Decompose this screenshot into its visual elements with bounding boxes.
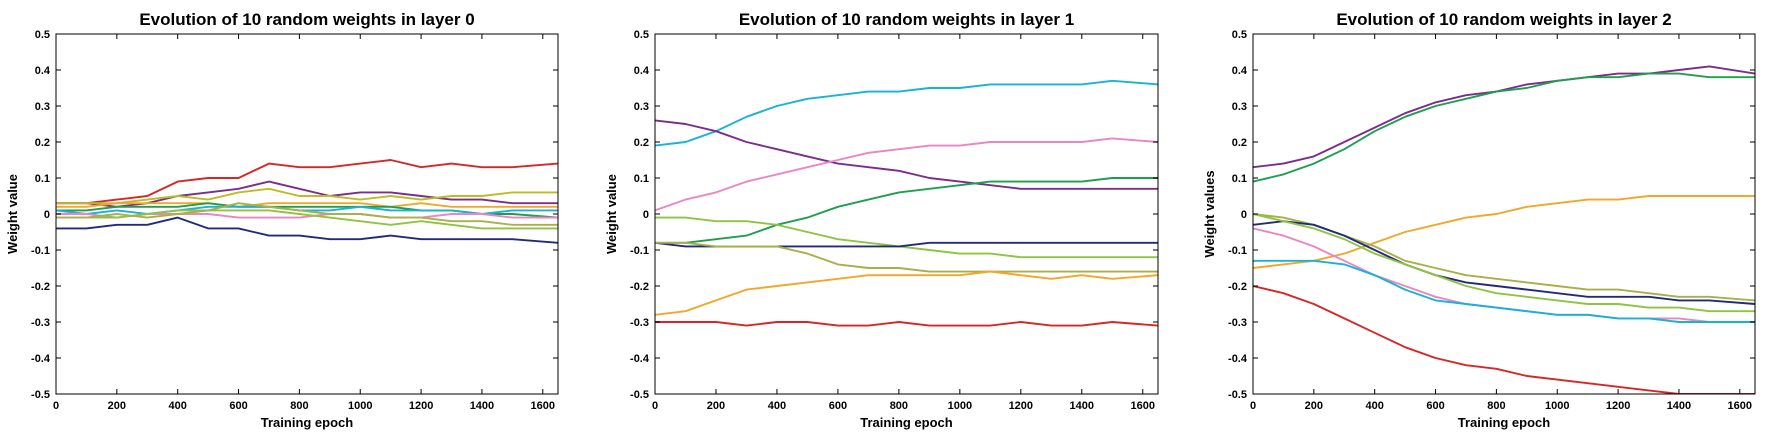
series-line-8 bbox=[1253, 285, 1755, 394]
series-line-9 bbox=[56, 216, 558, 244]
series-line-4 bbox=[1253, 220, 1755, 305]
series-line-2 bbox=[56, 187, 558, 205]
y-tick-label: 0.3 bbox=[35, 101, 50, 113]
series-line-0 bbox=[1253, 65, 1755, 169]
chart-title: Evolution of 10 random weights in layer … bbox=[739, 10, 1074, 29]
x-tick-label: 800 bbox=[1487, 400, 1505, 412]
y-tick-label: 0.4 bbox=[1232, 65, 1248, 77]
y-tick-label: 0.3 bbox=[634, 101, 649, 113]
x-tick-label: 0 bbox=[53, 400, 59, 412]
x-axis-label: Training epoch bbox=[860, 415, 953, 430]
series-line-7 bbox=[56, 209, 558, 230]
series-line-0 bbox=[655, 79, 1158, 147]
x-tick-label: 0 bbox=[652, 400, 658, 412]
x-tick-label: 1600 bbox=[531, 400, 555, 412]
x-tick-label: 1400 bbox=[1070, 400, 1094, 412]
x-tick-label: 1600 bbox=[1728, 400, 1752, 412]
plot-frame bbox=[654, 33, 1159, 395]
series-line-2 bbox=[655, 137, 1158, 212]
series-line-3 bbox=[56, 202, 558, 208]
y-tick-label: 0.5 bbox=[35, 29, 50, 41]
x-tick-label: 1400 bbox=[470, 400, 494, 412]
x-tick-label: 1200 bbox=[1606, 400, 1630, 412]
x-tick-label: 1200 bbox=[1009, 400, 1033, 412]
y-tick-label: -0.2 bbox=[1228, 281, 1247, 293]
y-tick-label: -0.3 bbox=[1228, 317, 1247, 329]
series-line-6 bbox=[655, 241, 1158, 273]
y-tick-label: 0.4 bbox=[634, 65, 650, 77]
x-axis-label: Training epoch bbox=[1458, 415, 1551, 430]
y-axis-label: Weight value bbox=[604, 174, 619, 254]
x-tick-label: 1000 bbox=[348, 400, 372, 412]
y-tick-label: 0 bbox=[44, 209, 50, 221]
y-axis-label: Weight values bbox=[1202, 170, 1217, 257]
series-group bbox=[56, 159, 558, 244]
y-tick-label: 0.1 bbox=[1232, 173, 1247, 185]
x-tick-label: 600 bbox=[229, 400, 247, 412]
x-axis-label: Training epoch bbox=[261, 415, 354, 430]
chart-panel-layer-2: -0.5 -0.4 -0.3 -0.2 -0.1 0 0.1 0.2 0.3 0.4 0.5 0 200… bbox=[1202, 10, 1756, 430]
chart-panel-layer-0: -0.5 -0.4 -0.3 -0.2 -0.1 0 0.1 0.2 0.3 0.4 0.5 0 200… bbox=[5, 10, 559, 430]
x-tick-label: 0 bbox=[1250, 400, 1256, 412]
y-tick-label: -0.1 bbox=[1228, 245, 1247, 257]
y-tick-label: -0.5 bbox=[1228, 389, 1247, 401]
series-line-1 bbox=[1253, 72, 1755, 183]
x-tick-label: 200 bbox=[1305, 400, 1323, 412]
y-tick-label: -0.4 bbox=[31, 353, 51, 365]
y-tick-label: -0.1 bbox=[31, 245, 50, 257]
x-tick-label: 1600 bbox=[1131, 400, 1155, 412]
x-tick-label: 1000 bbox=[948, 400, 972, 412]
y-tick-label: 0.2 bbox=[634, 137, 649, 149]
y-tick-label: -0.2 bbox=[630, 281, 649, 293]
y-tick-label: -0.4 bbox=[1228, 353, 1248, 365]
x-tick-label: 800 bbox=[290, 400, 308, 412]
y-tick-label: -0.3 bbox=[630, 317, 649, 329]
chart-title: Evolution of 10 random weights in layer … bbox=[139, 10, 474, 29]
y-tick-label: 0.3 bbox=[1232, 101, 1247, 113]
series-line-8 bbox=[56, 202, 558, 226]
x-tick-label: 400 bbox=[169, 400, 187, 412]
series-line-7 bbox=[1253, 259, 1755, 323]
y-tick-label: 0.2 bbox=[35, 137, 50, 149]
y-axis-label: Weight value bbox=[5, 174, 20, 254]
chart-title: Evolution of 10 random weights in layer … bbox=[1336, 10, 1671, 29]
series-line-1 bbox=[56, 180, 558, 208]
x-tick-label: 600 bbox=[829, 400, 847, 412]
series-line-2 bbox=[1253, 195, 1755, 269]
x-tick-label: 200 bbox=[108, 400, 126, 412]
series-group bbox=[655, 79, 1158, 327]
x-tick-label: 1000 bbox=[1545, 400, 1569, 412]
y-tick-label: -0.5 bbox=[630, 389, 649, 401]
y-tick-label: -0.2 bbox=[31, 281, 50, 293]
y-tick-label: 0.4 bbox=[35, 65, 51, 77]
series-line-5 bbox=[1253, 213, 1755, 313]
chart-panel-layer-1: -0.5 -0.4 -0.3 -0.2 -0.1 0 0.1 0.2 0.3 0.4 0.5 0 200… bbox=[604, 10, 1159, 430]
x-tick-label: 200 bbox=[707, 400, 725, 412]
y-tick-label: -0.1 bbox=[630, 245, 649, 257]
x-tick-label: 600 bbox=[1426, 400, 1444, 412]
y-tick-label: 0.1 bbox=[634, 173, 649, 185]
series-line-0 bbox=[56, 159, 558, 205]
x-tick-label: 400 bbox=[768, 400, 786, 412]
series-line-3 bbox=[655, 177, 1158, 244]
y-tick-label: -0.4 bbox=[630, 353, 650, 365]
y-tick-label: 0 bbox=[643, 209, 649, 221]
y-tick-label: -0.5 bbox=[31, 389, 50, 401]
series-line-8 bbox=[655, 321, 1158, 327]
y-tick-label: 0.2 bbox=[1232, 137, 1247, 149]
y-tick-label: 0 bbox=[1241, 209, 1247, 221]
x-tick-label: 1200 bbox=[409, 400, 433, 412]
x-tick-label: 1400 bbox=[1667, 400, 1691, 412]
series-line-1 bbox=[655, 119, 1158, 190]
y-tick-label: 0.5 bbox=[634, 29, 649, 41]
plot-frame bbox=[1252, 33, 1756, 395]
y-tick-label: 0.1 bbox=[35, 173, 50, 185]
x-tick-label: 800 bbox=[890, 400, 908, 412]
series-line-7 bbox=[655, 270, 1158, 316]
x-tick-label: 400 bbox=[1366, 400, 1384, 412]
y-tick-label: -0.3 bbox=[31, 317, 50, 329]
series-group bbox=[1253, 65, 1755, 394]
y-tick-label: 0.5 bbox=[1232, 29, 1247, 41]
